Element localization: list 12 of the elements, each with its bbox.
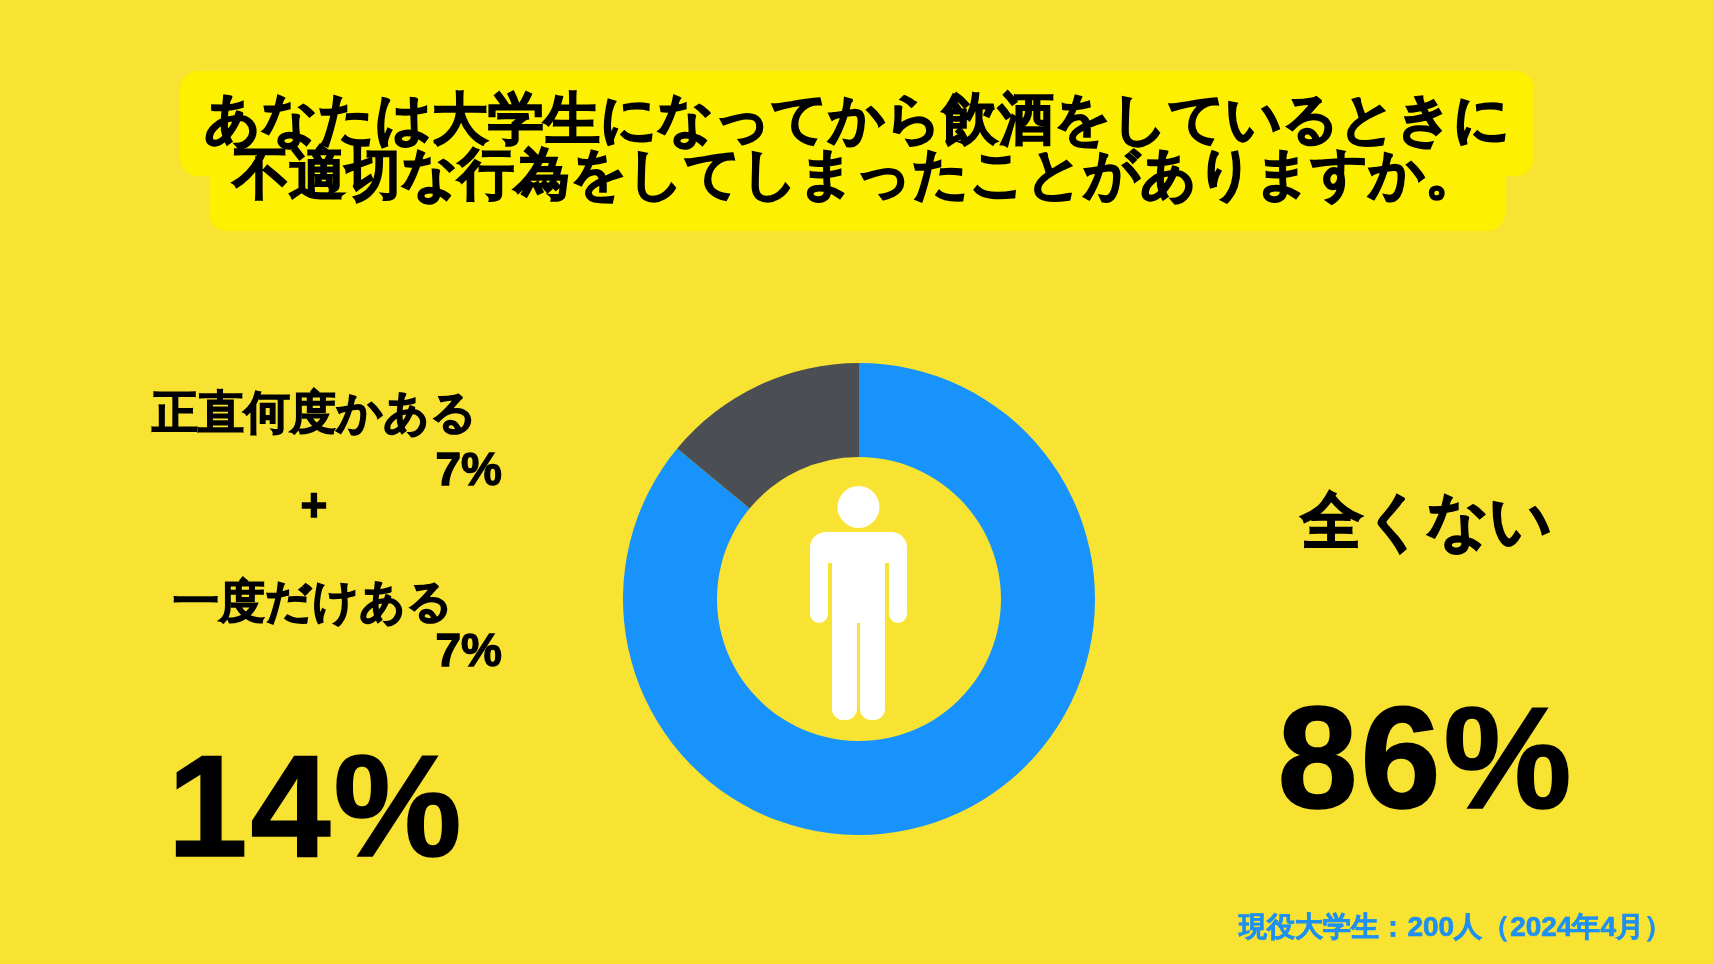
text: 一度だけある: [173, 575, 453, 627]
text: 現役大学生：200人（2024年4月）: [1239, 911, 1672, 942]
donut-slice: [676, 363, 859, 509]
text: +: [300, 479, 328, 531]
chart-title: あなたは大学生になってから飲酒をしているときに不適切な行為をしてしまったことがありますか。: [204, 87, 1510, 205]
slice-label: 全くない: [1300, 486, 1552, 555]
text: 正直何度かある: [151, 386, 477, 438]
text: 7%: [435, 624, 502, 676]
data-label: 86%: [1277, 678, 1575, 839]
donut-slice: [622, 363, 1095, 835]
text: 7%: [435, 443, 502, 495]
text: 14%: [167, 726, 465, 887]
